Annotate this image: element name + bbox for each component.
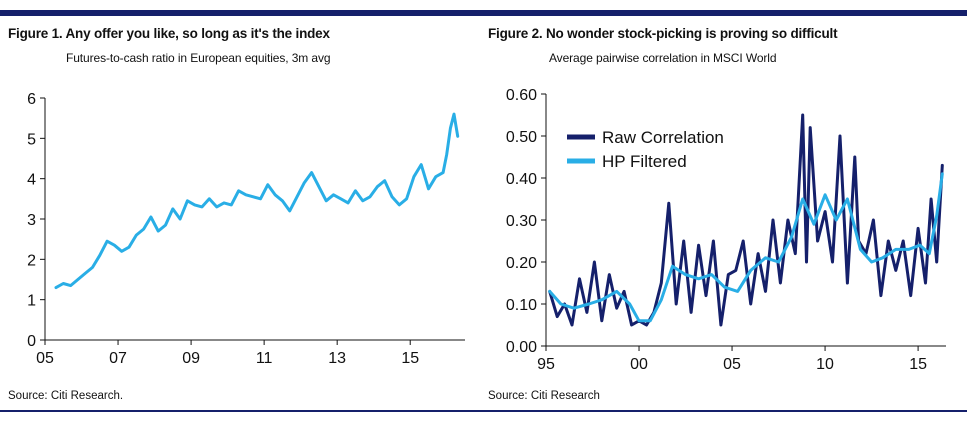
- fig1-y-tick-label: 2: [27, 252, 36, 269]
- fig2-x-tick-label: 95: [537, 356, 555, 373]
- figure-2-source: Source: Citi Research: [488, 390, 600, 402]
- fig2-legend-label: Raw Correlation: [602, 128, 724, 147]
- figure-2-panel: Figure 2. No wonder stock-picking is pro…: [487, 22, 967, 407]
- fig1-x-tick-label: 09: [182, 350, 200, 367]
- figure-1-subtitle: Futures-to-cash ratio in European equiti…: [66, 51, 331, 65]
- figure-1-chart: 0 1 2 3 4 5 6 05 07 09 11 13 15: [27, 91, 465, 367]
- figure-1-title: Figure 1. Any offer you like, so long as…: [8, 26, 330, 41]
- fig2-y-tick-label: 0.00: [506, 339, 537, 356]
- fig1-x-tick-label: 07: [109, 350, 127, 367]
- fig1-y-tick-label: 0: [27, 333, 36, 350]
- fig2-series-hp-filtered-line: [548, 172, 944, 323]
- fig2-y-tick-label: 0.10: [506, 297, 537, 314]
- fig1-y-tick-label: 4: [27, 172, 36, 189]
- figure-2-chart: 0.00 0.10 0.20 0.30 0.40 0.50 0.60 95 00 05 10 15 Ra…: [506, 87, 946, 373]
- fig1-y-tick-label: 6: [27, 91, 36, 108]
- figure-2-title: Figure 2. No wonder stock-picking is pro…: [488, 26, 838, 41]
- figure-1-panel: Figure 1. Any offer you like, so long as…: [0, 22, 480, 407]
- fig2-x-tick-label: 10: [816, 356, 834, 373]
- figure-2-subtitle: Average pairwise correlation in MSCI Wor…: [549, 51, 777, 65]
- fig1-x-tick-label: 13: [328, 350, 346, 367]
- top-rule: [0, 10, 967, 16]
- fig2-y-tick-label: 0.50: [506, 129, 537, 146]
- fig2-x-tick-label: 00: [630, 356, 648, 373]
- bottom-rule: [0, 410, 967, 412]
- fig1-series-0-line: [54, 112, 460, 290]
- fig2-y-tick-label: 0.20: [506, 255, 537, 272]
- figure-1-source: Source: Citi Research.: [8, 390, 124, 402]
- fig2-y-tick-label: 0.30: [506, 213, 537, 230]
- fig2-y-tick-label: 0.40: [506, 171, 537, 188]
- fig2-x-tick-label: 05: [723, 356, 741, 373]
- fig1-y-tick-label: 5: [27, 131, 36, 148]
- fig2-series-raw-correlation-line: [548, 113, 944, 327]
- fig2-legend-label: HP Filtered: [602, 152, 687, 171]
- fig1-x-tick-label: 15: [401, 350, 419, 367]
- fig1-y-tick-label: 3: [27, 212, 36, 229]
- fig2-x-tick-label: 15: [909, 356, 927, 373]
- fig2-y-tick-label: 0.60: [506, 87, 537, 104]
- fig1-x-tick-label: 11: [256, 350, 273, 367]
- fig1-y-tick-label: 1: [27, 293, 36, 310]
- fig1-x-tick-label: 05: [36, 350, 54, 367]
